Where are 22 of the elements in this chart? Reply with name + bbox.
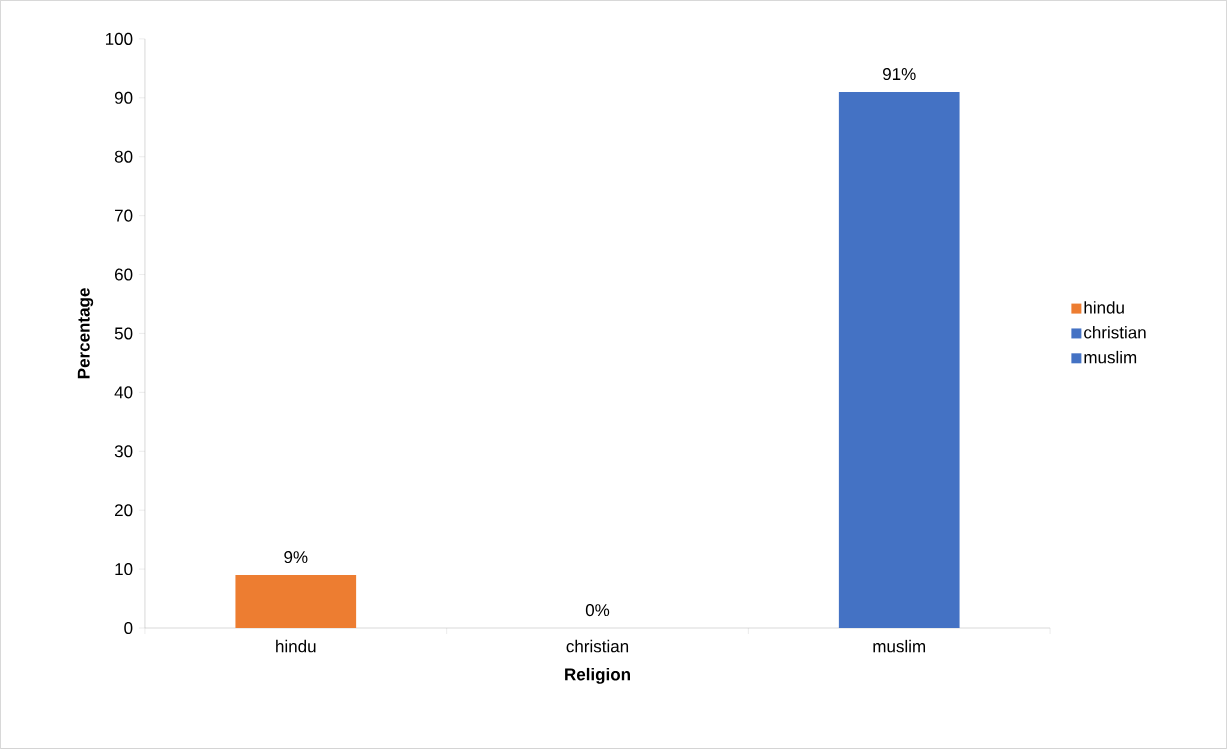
y-tick-label: 40 xyxy=(114,386,133,399)
y-tick-label: 50 xyxy=(114,327,133,340)
x-tick-label: muslim xyxy=(873,639,926,653)
y-tick-label: 90 xyxy=(114,91,133,104)
data-label: 91% xyxy=(883,68,916,81)
y-tick-label: 20 xyxy=(115,504,133,517)
y-tick-label: 60 xyxy=(115,268,133,281)
y-tick-label: 10 xyxy=(115,563,133,576)
legend-label: christian xyxy=(1084,326,1146,339)
legend-label: muslim xyxy=(1084,350,1137,364)
x-tick-label: hindu xyxy=(276,639,316,653)
data-label: 9% xyxy=(284,551,308,564)
legend-label: hindu xyxy=(1084,301,1124,314)
y-tick-label: 80 xyxy=(114,150,133,163)
x-tick-label: christian xyxy=(566,639,629,653)
x-axis-title: Religion xyxy=(565,667,630,684)
data-label: 0% xyxy=(585,604,610,617)
y-tick-label: 0 xyxy=(124,622,133,635)
y-tick-label: 30 xyxy=(114,445,133,458)
y-axis-title: Percentage xyxy=(77,288,94,379)
y-tick-label: 100 xyxy=(105,32,133,45)
y-tick-label: 70 xyxy=(115,209,133,222)
